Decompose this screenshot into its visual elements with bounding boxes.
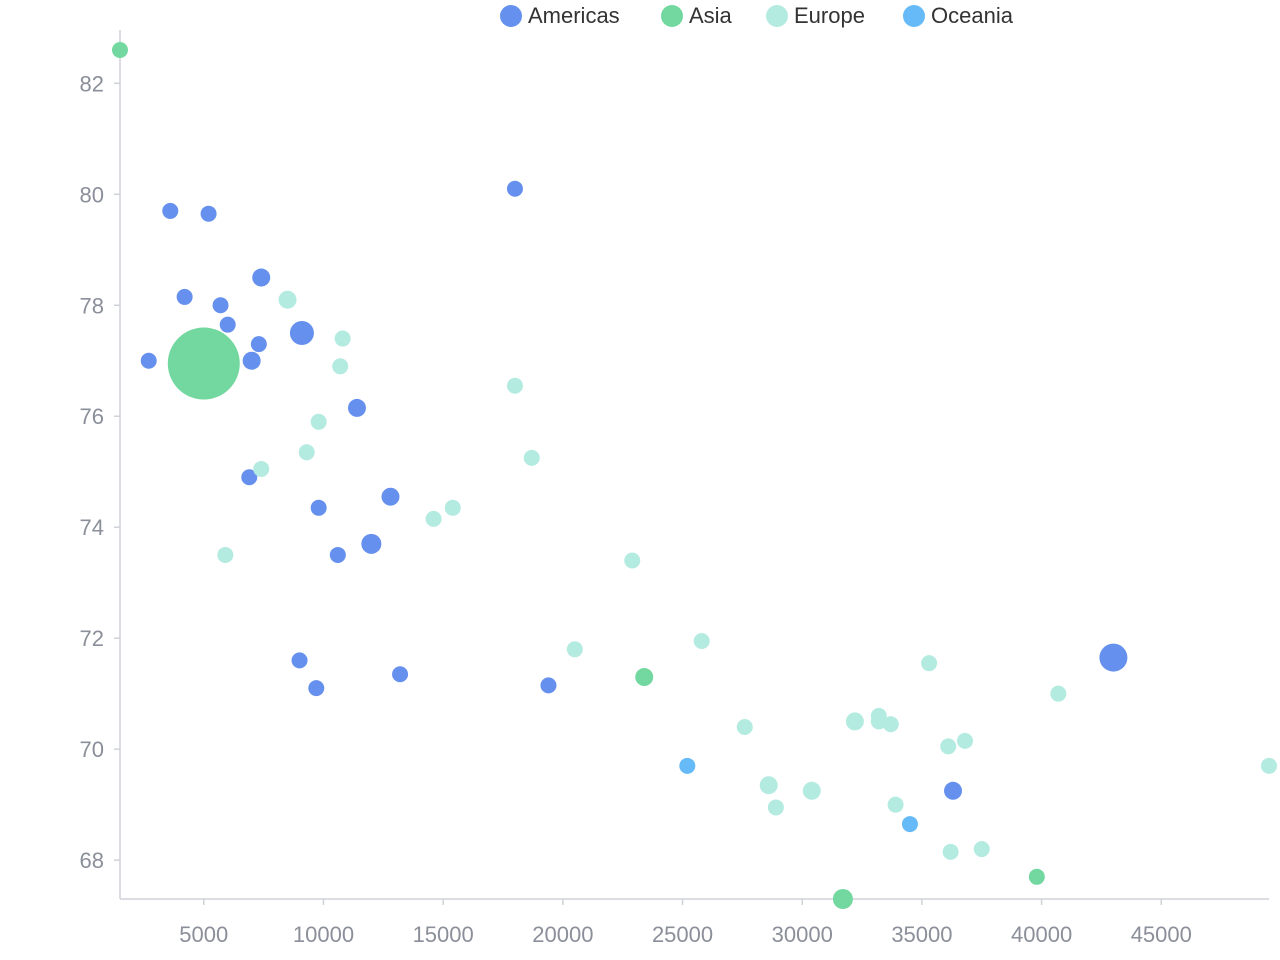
point-europe[interactable] xyxy=(767,799,784,816)
point-europe[interactable] xyxy=(973,841,990,858)
legend-label-oceania: Oceania xyxy=(931,3,1013,28)
y-tick-label: 78 xyxy=(80,293,104,318)
point-europe[interactable] xyxy=(921,655,938,672)
point-americas[interactable] xyxy=(329,546,346,563)
point-europe[interactable] xyxy=(759,776,778,795)
legend-swatch-oceania xyxy=(903,5,925,27)
point-americas[interactable] xyxy=(347,398,366,417)
y-tick-label: 82 xyxy=(80,71,104,96)
legend-item-americas[interactable]: Americas xyxy=(500,2,620,30)
point-americas[interactable] xyxy=(291,652,308,669)
point-europe[interactable] xyxy=(1050,685,1067,702)
legend-label-europe: Europe xyxy=(794,3,865,28)
y-tick-label: 80 xyxy=(80,182,104,207)
point-asia[interactable] xyxy=(112,42,128,58)
point-europe[interactable] xyxy=(1261,757,1277,774)
point-americas[interactable] xyxy=(212,297,229,314)
point-americas[interactable] xyxy=(140,352,157,369)
x-tick-label: 45000 xyxy=(1131,922,1192,947)
legend-swatch-americas xyxy=(500,5,522,27)
point-americas[interactable] xyxy=(540,677,557,694)
point-europe[interactable] xyxy=(942,843,959,860)
legend-item-asia[interactable]: Asia xyxy=(661,2,732,30)
point-europe[interactable] xyxy=(334,330,351,347)
point-americas[interactable] xyxy=(361,533,382,554)
point-oceania[interactable] xyxy=(901,816,918,833)
point-asia[interactable] xyxy=(1028,868,1045,885)
point-americas[interactable] xyxy=(381,487,400,506)
legend-item-europe[interactable]: Europe xyxy=(766,2,865,30)
x-tick-label: 5000 xyxy=(179,922,228,947)
point-americas[interactable] xyxy=(506,180,523,197)
legend-label-americas: Americas xyxy=(528,3,620,28)
point-europe[interactable] xyxy=(278,290,297,309)
point-americas[interactable] xyxy=(176,288,193,305)
point-europe[interactable] xyxy=(940,738,957,755)
point-europe[interactable] xyxy=(802,781,821,800)
legend: Americas Asia Europe Oceania xyxy=(0,2,1280,30)
point-europe[interactable] xyxy=(523,449,540,466)
point-europe[interactable] xyxy=(444,499,461,516)
point-americas[interactable] xyxy=(392,666,409,683)
point-oceania[interactable] xyxy=(679,757,696,774)
y-tick-label: 70 xyxy=(80,737,104,762)
point-americas[interactable] xyxy=(219,316,236,333)
point-americas[interactable] xyxy=(242,351,261,370)
point-europe[interactable] xyxy=(332,358,349,375)
point-europe[interactable] xyxy=(566,641,583,658)
point-europe[interactable] xyxy=(870,707,887,724)
point-europe[interactable] xyxy=(736,718,753,735)
point-europe[interactable] xyxy=(425,510,442,527)
x-tick-label: 20000 xyxy=(532,922,593,947)
point-asia[interactable] xyxy=(167,327,240,400)
point-europe[interactable] xyxy=(887,796,904,813)
legend-label-asia: Asia xyxy=(689,3,732,28)
point-europe[interactable] xyxy=(298,444,315,461)
point-americas[interactable] xyxy=(200,205,217,222)
point-americas[interactable] xyxy=(162,202,179,219)
x-tick-label: 10000 xyxy=(293,922,354,947)
point-asia[interactable] xyxy=(832,889,853,909)
point-europe[interactable] xyxy=(624,552,641,569)
point-europe[interactable] xyxy=(310,413,327,430)
y-tick-label: 76 xyxy=(80,404,104,429)
point-europe[interactable] xyxy=(693,632,710,649)
legend-swatch-europe xyxy=(766,5,788,27)
point-europe[interactable] xyxy=(882,716,899,733)
point-europe[interactable] xyxy=(253,460,270,477)
point-europe[interactable] xyxy=(217,546,234,563)
y-tick-label: 74 xyxy=(80,515,104,540)
point-americas[interactable] xyxy=(252,268,271,287)
point-europe[interactable] xyxy=(506,377,523,394)
x-tick-label: 25000 xyxy=(652,922,713,947)
y-tick-label: 72 xyxy=(80,626,104,651)
point-americas[interactable] xyxy=(241,469,258,486)
legend-item-oceania[interactable]: Oceania xyxy=(903,2,1013,30)
point-americas[interactable] xyxy=(250,336,267,353)
legend-swatch-asia xyxy=(661,5,683,27)
point-asia[interactable] xyxy=(635,668,654,687)
point-americas[interactable] xyxy=(289,321,314,345)
point-americas[interactable] xyxy=(944,781,963,800)
x-tick-label: 30000 xyxy=(772,922,833,947)
x-tick-label: 35000 xyxy=(891,922,952,947)
x-tick-label: 15000 xyxy=(413,922,474,947)
point-americas[interactable] xyxy=(308,680,325,697)
point-americas[interactable] xyxy=(310,499,327,516)
y-tick-label: 68 xyxy=(80,848,104,873)
point-europe[interactable] xyxy=(956,732,973,749)
point-americas[interactable] xyxy=(1099,643,1128,672)
x-tick-label: 40000 xyxy=(1011,922,1072,947)
point-europe[interactable] xyxy=(845,712,864,731)
